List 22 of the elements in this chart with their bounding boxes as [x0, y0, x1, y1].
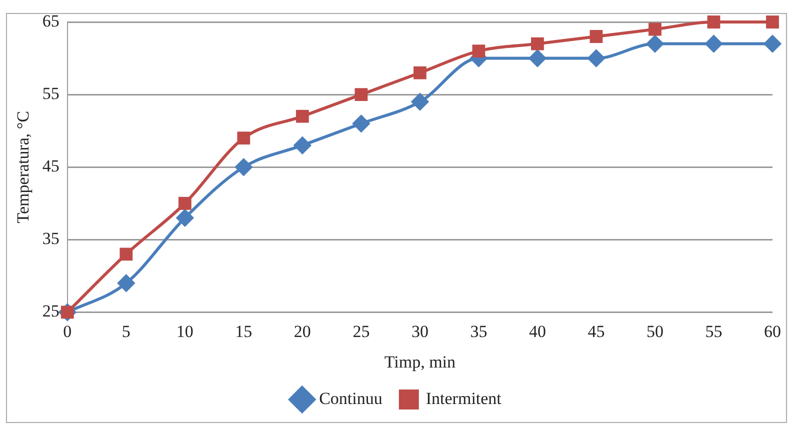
x-tick-label: 5: [122, 322, 130, 341]
x-tick-label: 35: [470, 322, 488, 341]
x-tick-label: 15: [235, 322, 252, 341]
y-tick-label: 45: [42, 156, 60, 176]
y-tick-label: 65: [42, 11, 60, 30]
y-axis-title: Temperatura, °C: [14, 110, 33, 224]
x-tick-label: 50: [646, 322, 664, 341]
x-axis-title: Timp, min: [384, 352, 456, 372]
y-tick-label: 55: [42, 84, 60, 104]
x-tick-label: 20: [294, 322, 311, 341]
y-tick-label: 35: [42, 229, 60, 248]
legend-label: Continuu: [319, 388, 383, 408]
x-tick-label: 60: [764, 322, 781, 341]
x-tick-label: 25: [352, 322, 370, 341]
legend-label: Intermitent: [426, 388, 502, 408]
x-tick-label: 45: [588, 322, 605, 341]
x-tick-label: 55: [705, 322, 722, 341]
x-tick-label: 10: [176, 322, 194, 341]
y-tick-label: 25: [42, 302, 60, 321]
x-tick-label: 0: [63, 322, 72, 341]
x-tick-label: 30: [411, 322, 428, 341]
x-tick-label: 40: [528, 322, 546, 341]
